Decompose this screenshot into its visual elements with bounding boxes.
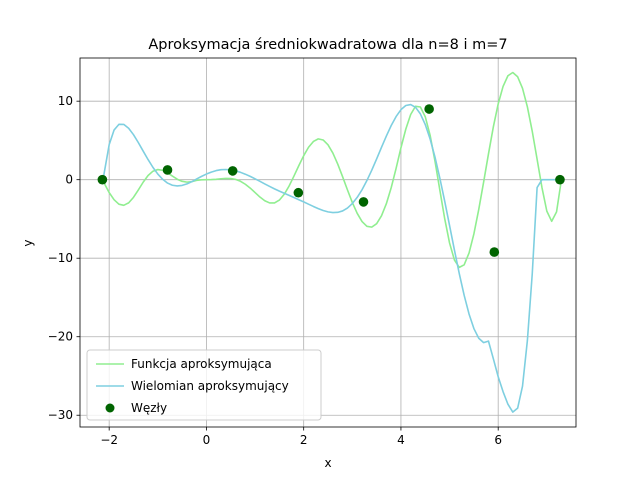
legend-label-wezly: Węzły bbox=[131, 401, 167, 415]
y-tick-label: −10 bbox=[48, 251, 73, 265]
scatter-point bbox=[97, 174, 108, 185]
y-tick-label: 0 bbox=[65, 173, 73, 187]
y-axis-label: y bbox=[21, 239, 35, 246]
series-line-1 bbox=[101, 103, 562, 413]
scatter-point bbox=[293, 187, 304, 198]
y-tick-label: 10 bbox=[58, 94, 73, 108]
chart-title: Aproksymacja średniokwadratowa dla n=8 i… bbox=[148, 37, 507, 53]
scatter-point bbox=[424, 104, 434, 114]
axes-frame bbox=[79, 57, 577, 428]
legend-label-funkcja: Funkcja aproksymująca bbox=[131, 357, 272, 371]
scatter-point bbox=[555, 174, 565, 185]
scatter-point bbox=[162, 165, 173, 175]
x-axis-label: x bbox=[324, 456, 331, 470]
series-line-0 bbox=[101, 71, 563, 269]
x-tick-label: −2 bbox=[100, 433, 118, 447]
series-layer bbox=[97, 71, 565, 413]
x-tick-label: 6 bbox=[494, 433, 502, 447]
x-tick-label: 2 bbox=[300, 433, 308, 447]
scatter-point bbox=[227, 166, 238, 176]
scatter-point bbox=[358, 197, 369, 207]
y-tick-label: −30 bbox=[48, 408, 73, 422]
y-tick-label: −20 bbox=[48, 330, 73, 344]
legend-box bbox=[86, 349, 322, 421]
x-tick-label: 4 bbox=[397, 433, 405, 447]
x-tick-label: 0 bbox=[203, 433, 211, 447]
legend-marker-wezly bbox=[105, 403, 115, 413]
legend: Funkcja aproksymująca Wielomian aproksym… bbox=[86, 349, 322, 421]
scatter-point bbox=[489, 247, 500, 257]
legend-label-wielomian: Wielomian aproksymujący bbox=[131, 379, 289, 393]
